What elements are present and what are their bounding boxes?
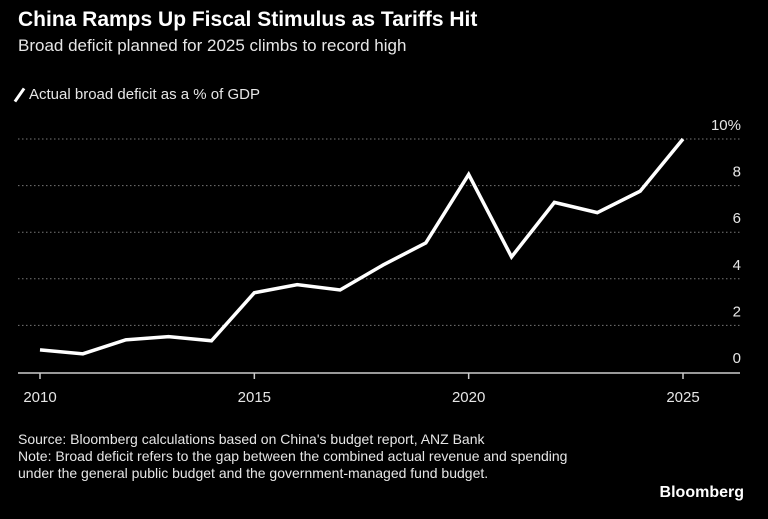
x-tick-label: 2015: [238, 389, 271, 406]
x-tick-label: 2010: [23, 389, 56, 406]
series-line: [39, 137, 685, 356]
chart-title: China Ramps Up Fiscal Stimulus as Tariff…: [18, 8, 478, 31]
y-tick-label: 8: [733, 164, 741, 181]
note-text: Note: Broad deficit refers to the gap be…: [18, 448, 568, 481]
y-tick-label: 6: [733, 210, 741, 227]
legend-label: Actual broad deficit as a % of GDP: [29, 86, 260, 103]
x-tick-label: 2020: [452, 389, 485, 406]
source-text: Source: Bloomberg calculations based on …: [18, 431, 485, 447]
y-tick-label: 4: [733, 257, 741, 274]
legend: Actual broad deficit as a % of GDP: [13, 86, 260, 103]
bloomberg-logo: Bloomberg: [659, 484, 744, 501]
footnotes: Source: Bloomberg calculations based on …: [18, 431, 578, 482]
y-tick-label: 0: [733, 350, 741, 367]
x-tick-label: 2025: [666, 389, 699, 406]
y-tick-label: 2: [733, 303, 741, 320]
chart-subtitle: Broad deficit planned for 2025 climbs to…: [18, 36, 407, 55]
y-tick-label: 10%: [711, 117, 741, 134]
